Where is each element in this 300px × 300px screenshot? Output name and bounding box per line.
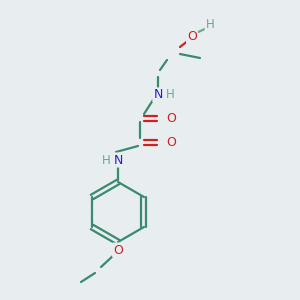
Text: O: O [166,136,176,148]
Text: N: N [153,88,163,101]
Text: O: O [113,244,123,256]
Text: H: H [166,88,174,101]
Text: N: N [113,154,123,166]
Text: O: O [166,112,176,124]
Text: H: H [206,19,214,32]
Text: H: H [102,154,110,166]
Text: O: O [187,31,197,44]
